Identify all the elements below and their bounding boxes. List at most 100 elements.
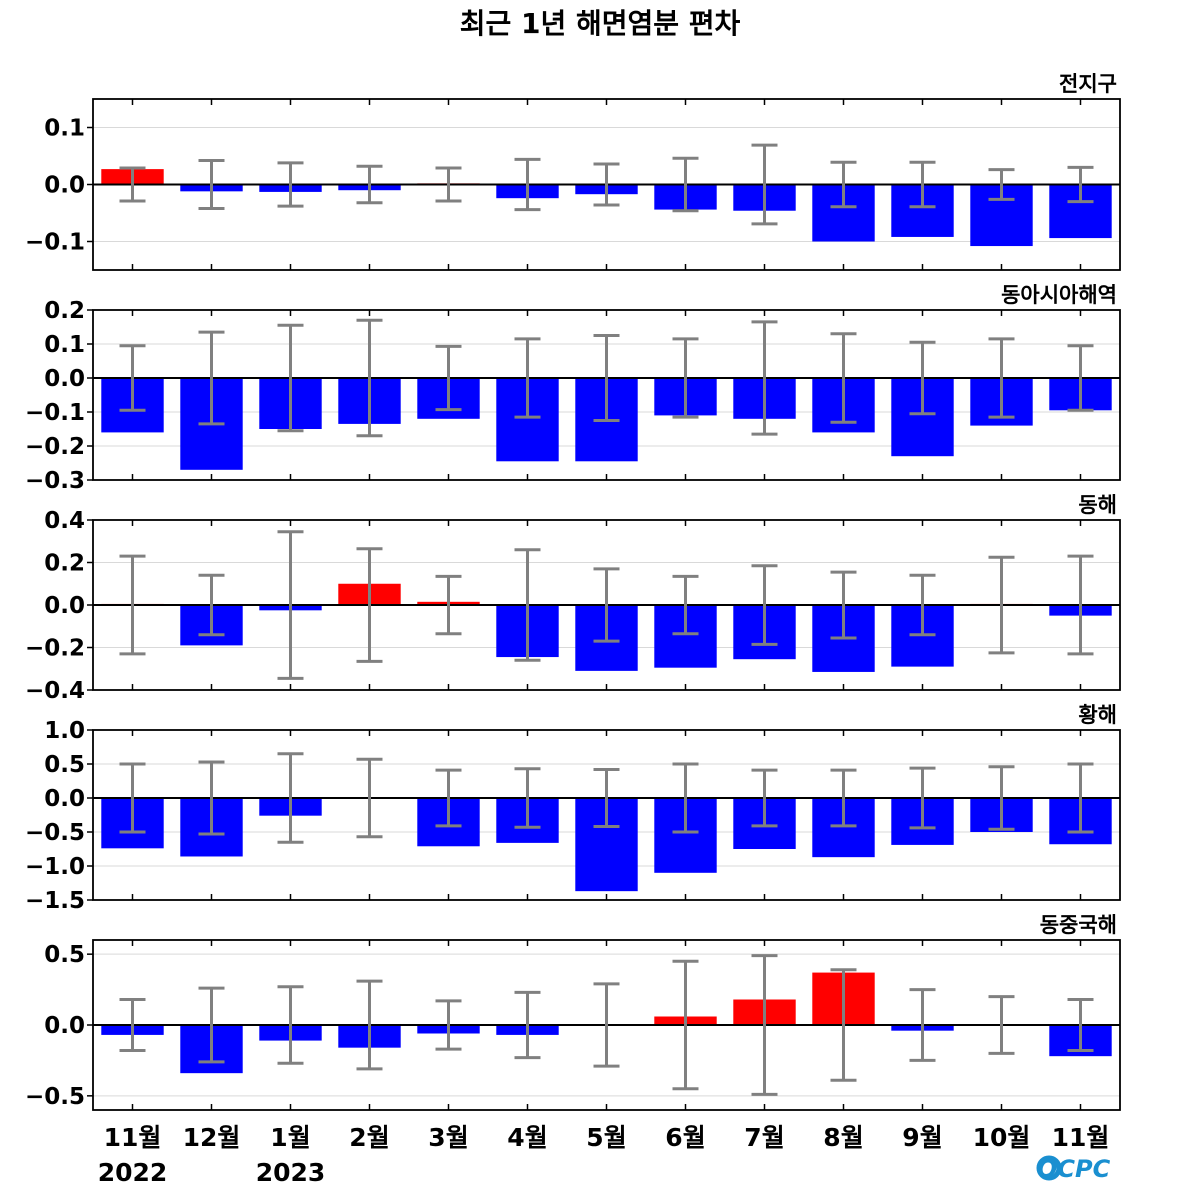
error-bar	[909, 988, 936, 1062]
y-tick-label: 0.1	[44, 116, 85, 142]
error-bar	[830, 160, 857, 209]
y-tick-label: −0.5	[25, 1084, 85, 1110]
x-tick-label: 3월	[428, 1123, 468, 1152]
y-tick-label: −0.1	[25, 230, 85, 256]
error-bar	[198, 159, 225, 210]
chart-panel: 동아시아해역 −0.3 −0.2 −0.1 0.0 0.1 0.2	[25, 283, 1121, 494]
y-tick-label: 1.0	[44, 718, 85, 744]
error-bar	[277, 985, 304, 1065]
panel-title: 전지구	[1059, 72, 1117, 96]
y-tick-label: −0.2	[25, 434, 85, 460]
chart-panel: 동해 −0.4 −0.2 0.0 0.2 0.4	[25, 493, 1121, 704]
y-tick-label: −0.3	[25, 468, 85, 494]
error-bar	[751, 143, 778, 226]
error-bar	[356, 547, 383, 663]
error-bar	[514, 337, 541, 419]
error-bar	[672, 959, 699, 1091]
error-bar	[356, 757, 383, 839]
error-bar	[909, 766, 936, 830]
error-bar	[751, 564, 778, 646]
error-bar	[830, 968, 857, 1082]
x-tick-label: 2월	[349, 1123, 389, 1152]
y-tick-label: 0.0	[44, 786, 85, 812]
error-bar	[988, 765, 1015, 831]
x-year-label: 2023	[256, 1158, 326, 1187]
error-bar	[830, 768, 857, 828]
x-tick-label: 11월	[1052, 1123, 1110, 1152]
error-bar	[672, 156, 699, 213]
error-bar	[198, 760, 225, 836]
panel-title: 동해	[1078, 493, 1117, 517]
x-tick-label: 7월	[744, 1123, 784, 1152]
logo-text: OCPC	[1037, 1155, 1111, 1183]
y-tick-label: 0.0	[44, 1013, 85, 1039]
chart-panel: 전지구 −0.1 0.0 0.1	[25, 72, 1121, 271]
error-bar	[119, 344, 146, 412]
error-bar	[435, 574, 462, 636]
figure-title: 최근 1년 해면염분 편차	[460, 7, 741, 40]
y-tick-label: 0.2	[44, 551, 85, 577]
error-bar	[435, 344, 462, 412]
x-year-label: 2022	[98, 1158, 168, 1187]
x-tick-label: 10월	[973, 1123, 1031, 1152]
error-bar	[277, 752, 304, 844]
error-bar	[435, 999, 462, 1051]
panel-title: 황해	[1078, 703, 1117, 727]
y-tick-label: −0.2	[25, 636, 85, 662]
x-tick-label: 11월	[104, 1123, 162, 1152]
y-tick-label: −0.4	[25, 678, 85, 704]
y-tick-label: 0.0	[44, 173, 85, 199]
panel-frame	[92, 939, 1121, 1111]
x-tick-label: 9월	[902, 1123, 942, 1152]
error-bar	[514, 157, 541, 212]
x-axis-labels: 11월 2022 12월 1월 2023 2월 3월 4월 5월 6월 7월 8월 9월 10월 11월	[98, 1123, 1110, 1187]
y-tick-label: 0.2	[44, 298, 85, 324]
y-tick-label: 0.0	[44, 366, 85, 392]
error-bar	[830, 332, 857, 424]
y-tick-label: 0.0	[44, 593, 85, 619]
x-tick-label: 1월	[270, 1123, 310, 1152]
error-bar	[751, 768, 778, 828]
error-bar	[672, 762, 699, 834]
chart-panel: 동중국해 −0.5 0.0 0.5	[25, 913, 1121, 1111]
error-bar	[988, 555, 1015, 655]
error-bar	[909, 573, 936, 637]
x-tick-label: 4월	[507, 1123, 547, 1152]
error-bar	[119, 554, 146, 656]
error-bar	[119, 998, 146, 1052]
y-tick-label: −1.0	[25, 854, 85, 880]
panel-frame	[92, 729, 1121, 901]
y-tick-label: −0.1	[25, 400, 85, 426]
chart-panel: 황해 −1.5 −1.0 −0.5 0.0 0.5 1.0	[25, 703, 1121, 914]
error-bar	[435, 768, 462, 828]
x-tick-label: 8월	[823, 1123, 863, 1152]
error-bar	[356, 164, 383, 205]
error-bar	[1067, 165, 1094, 204]
error-bar	[909, 340, 936, 416]
error-bar	[988, 995, 1015, 1055]
y-tick-label: −0.5	[25, 820, 85, 846]
y-tick-label: 0.5	[44, 752, 85, 778]
logo-mark-icon	[1036, 1155, 1062, 1181]
x-tick-label: 6월	[665, 1123, 705, 1152]
panel-frame	[92, 309, 1121, 481]
error-bar	[751, 954, 778, 1096]
error-bar	[198, 986, 225, 1064]
error-bar	[119, 762, 146, 834]
error-bar	[198, 573, 225, 637]
error-bar	[1067, 762, 1094, 834]
error-bar	[593, 982, 620, 1068]
error-bar	[514, 767, 541, 829]
panel-title: 동중국해	[1040, 913, 1117, 937]
error-bar	[277, 161, 304, 208]
error-bar	[593, 162, 620, 207]
error-bar	[119, 166, 146, 203]
error-bar	[1067, 554, 1094, 656]
error-bar	[1067, 344, 1094, 412]
error-bar	[198, 330, 225, 426]
x-tick-label: 5월	[586, 1123, 626, 1152]
error-bar	[751, 320, 778, 436]
error-bar	[988, 168, 1015, 201]
error-bar	[988, 337, 1015, 419]
